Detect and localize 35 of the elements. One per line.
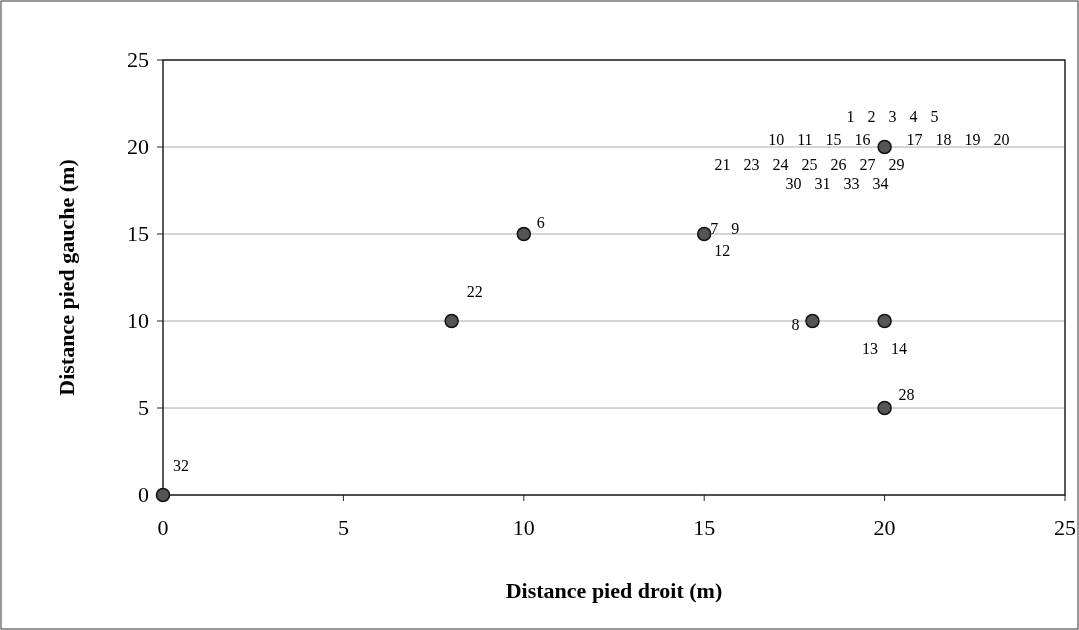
y-tick-label: 25: [127, 47, 149, 72]
y-tick-label: 0: [138, 482, 149, 507]
annotation: 28: [898, 386, 915, 403]
annotation: 8: [791, 316, 800, 333]
point: [696, 226, 712, 242]
y-tick-label: 10: [127, 308, 149, 333]
y-tick-label: 20: [127, 134, 149, 159]
point: [444, 313, 459, 329]
point: [877, 313, 892, 329]
point: [877, 139, 892, 155]
annotation: 13 14: [862, 340, 908, 357]
point: [805, 313, 820, 329]
annotation: 12: [714, 242, 731, 259]
y-axis-title: Distance pied gauche (m): [54, 159, 79, 396]
x-tick-label: 15: [693, 515, 716, 540]
x-axis-title: Distance pied droit (m): [505, 578, 723, 603]
point: [155, 487, 171, 503]
annotation: 7 9: [710, 220, 740, 237]
x-tick-label: 25: [1054, 515, 1076, 540]
x-tick-label: 10: [512, 515, 535, 540]
point: [877, 400, 892, 416]
annotation: 30 31 33 34: [785, 175, 889, 192]
x-tick-label: 5: [337, 515, 349, 540]
y-tick-label: 15: [127, 221, 149, 246]
annotation: 21 23 24 25 26 27 29: [714, 156, 905, 173]
y-tick-label: 5: [138, 395, 149, 420]
annotation: 32: [173, 457, 189, 474]
annotation: 17 18 19 20: [906, 131, 1010, 148]
annotation: 10 11 15 16: [768, 131, 871, 148]
annotation: 1 2 3 4 5: [846, 108, 939, 125]
x-tick-label: 20: [873, 515, 896, 540]
point: [516, 226, 532, 242]
x-tick-label: 0: [157, 515, 169, 540]
annotation: 22: [466, 283, 483, 300]
annotation: 6: [536, 214, 545, 231]
